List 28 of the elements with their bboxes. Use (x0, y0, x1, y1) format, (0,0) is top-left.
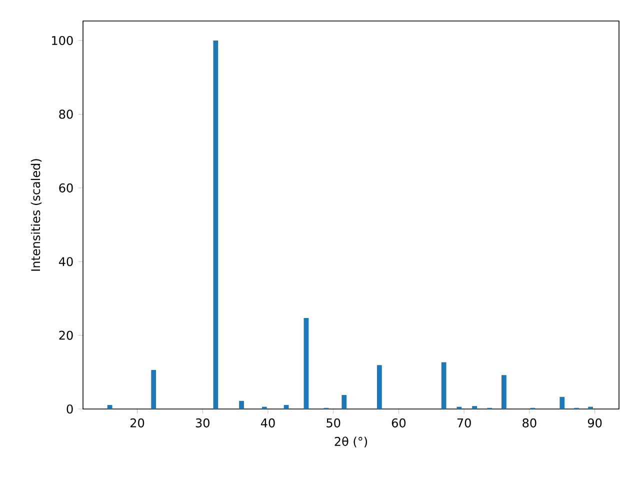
x-tick-label: 40 (260, 418, 275, 428)
bar (441, 362, 446, 409)
x-tick-label: 20 (130, 418, 144, 428)
y-tick-label: 100 (52, 36, 73, 46)
x-tick-label: 90 (588, 418, 602, 428)
bar (284, 404, 289, 409)
x-axis-title: 2θ (°) (334, 436, 368, 448)
bar (502, 375, 506, 409)
x-tick-label: 80 (522, 418, 536, 428)
bar (304, 318, 309, 409)
y-tick-label: 60 (59, 183, 73, 192)
x-tick-label: 30 (196, 418, 210, 428)
x-tick-label: 70 (457, 418, 471, 428)
bar (342, 394, 347, 409)
y-tick-label: 20 (59, 330, 73, 340)
x-tick-label: 50 (326, 418, 340, 428)
bar (213, 40, 218, 409)
y-tick-label: 80 (59, 110, 73, 119)
bar (560, 396, 565, 409)
bar (151, 370, 156, 409)
bar (107, 404, 112, 409)
y-tick-label: 40 (58, 257, 73, 266)
bar (472, 406, 477, 409)
y-tick-label: 0 (66, 404, 73, 414)
bar (376, 365, 382, 409)
y-axis-title: Intensities (scaled) (30, 159, 42, 271)
x-tick-label: 60 (392, 418, 406, 428)
bar (239, 400, 244, 409)
